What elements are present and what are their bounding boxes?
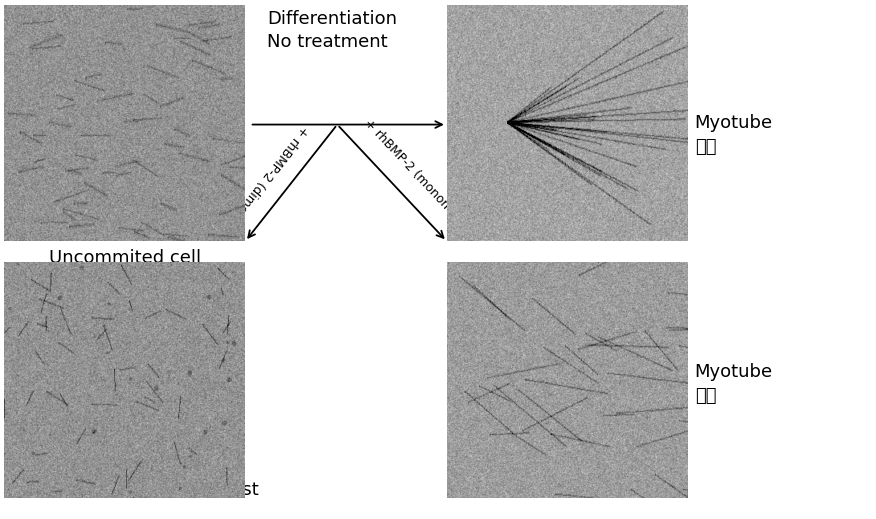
Text: Osteoblast: Osteoblast: [162, 481, 258, 499]
Text: Uncommited cell: Uncommited cell: [49, 249, 201, 267]
Text: Myotube
형성: Myotube 형성: [695, 363, 773, 405]
Text: + rhBMP-2 (dimer): + rhBMP-2 (dimer): [228, 122, 311, 223]
Text: Differentiation
No treatment: Differentiation No treatment: [267, 10, 397, 50]
Text: + rhBMP-2 (monomer): + rhBMP-2 (monomer): [361, 117, 467, 228]
Text: Myotube
형성: Myotube 형성: [695, 114, 773, 156]
